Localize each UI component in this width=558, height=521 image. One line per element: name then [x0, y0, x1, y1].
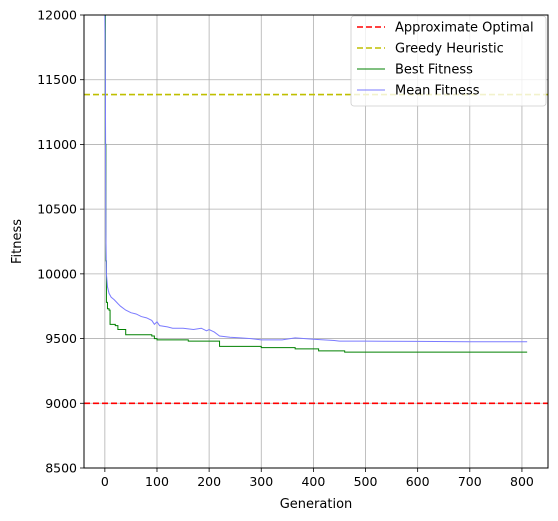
legend-label-best-fitness: Best Fitness: [395, 63, 473, 78]
y-tick-label: 12000: [37, 8, 77, 23]
y-tick-label: 8500: [45, 461, 77, 476]
legend-label-mean-fitness: Mean Fitness: [395, 84, 480, 99]
legend-label-approximate-optimal: Approximate Optimal: [395, 21, 534, 36]
x-tick-label: 300: [249, 474, 273, 489]
x-tick-label: 800: [510, 474, 534, 489]
x-axis-label: Generation: [280, 497, 353, 512]
y-tick-label: 10000: [37, 266, 77, 281]
x-tick-label: 400: [301, 474, 325, 489]
y-tick-label: 10500: [37, 202, 77, 217]
x-tick-label: 0: [101, 474, 109, 489]
plot-frame: [83, 14, 549, 469]
y-tick-label: 9000: [45, 396, 77, 411]
x-tick-label: 600: [406, 474, 430, 489]
x-tick-label: 700: [458, 474, 482, 489]
ticks: 0 100 200 300 400 500 600 700 800 8500 9000 9500 100…: [37, 8, 534, 490]
y-tick-label: 11000: [37, 137, 77, 152]
legend-box: [350, 15, 547, 107]
y-axis-label: Fitness: [10, 219, 25, 264]
x-tick-label: 500: [354, 474, 378, 489]
x-tick-label: 200: [197, 474, 221, 489]
y-tick-label: 9500: [45, 331, 77, 346]
legend: Approximate Optimal Greedy Heuristic Best …: [350, 15, 547, 107]
x-tick-label: 100: [145, 474, 169, 489]
best-fitness-line: [104, 15, 528, 353]
legend-label-greedy-heuristic: Greedy Heuristic: [395, 42, 504, 57]
mean-fitness-line: [104, 15, 528, 343]
plot-series: [84, 15, 548, 405]
y-tick-label: 11500: [37, 72, 77, 87]
